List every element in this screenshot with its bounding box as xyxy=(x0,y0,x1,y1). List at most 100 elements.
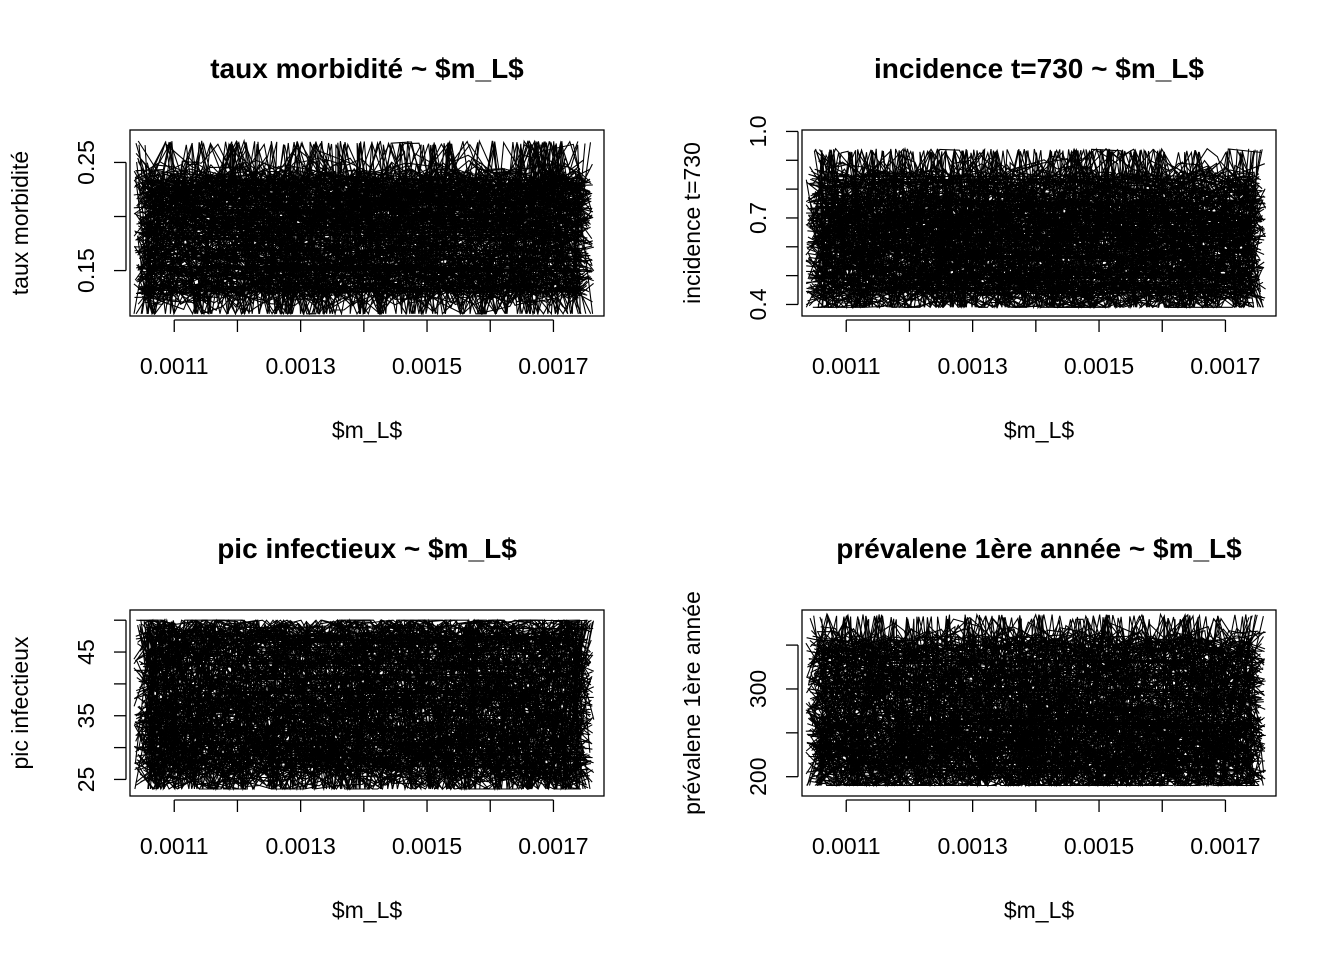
series-line xyxy=(939,273,1249,276)
x-axis-label: $m_L$ xyxy=(1004,897,1075,923)
series-line xyxy=(908,277,1226,280)
series-line xyxy=(808,149,1262,288)
series-line xyxy=(939,710,1173,712)
y-tick-label: 45 xyxy=(73,639,99,665)
series-line xyxy=(851,766,1172,769)
series-line xyxy=(209,222,546,225)
series-line xyxy=(140,649,579,702)
series-line xyxy=(940,719,1218,722)
series-line xyxy=(857,675,1203,679)
series-line xyxy=(816,148,1263,308)
series-line xyxy=(133,618,591,714)
series-line xyxy=(821,276,1201,280)
series-line xyxy=(135,657,589,745)
series-line xyxy=(822,615,1251,786)
chart-title: pic infectieux ~ $m_L$ xyxy=(217,533,517,564)
series-line xyxy=(924,672,1203,675)
chart-title: prévalene 1ère année ~ $m_L$ xyxy=(836,533,1242,564)
series-line xyxy=(222,216,561,219)
series-line xyxy=(817,768,1243,772)
series-line xyxy=(816,757,1259,787)
x-tick-label: 0.0017 xyxy=(518,833,588,859)
plot-frame xyxy=(129,609,605,797)
series-line xyxy=(825,234,1220,236)
series-line xyxy=(809,149,1257,258)
series-line xyxy=(252,744,582,748)
series-line xyxy=(255,676,507,680)
chart-panel-2: 0.0011 0.0013 0.0015 0.0017 0.4 0.7 1.0 inciden… xyxy=(679,53,1277,443)
series-line xyxy=(268,268,520,271)
series-lines xyxy=(133,138,595,315)
series-line xyxy=(255,641,565,644)
x-axis-label: $m_L$ xyxy=(332,417,403,443)
series-line xyxy=(854,178,1185,181)
series-line xyxy=(271,757,510,760)
series-line xyxy=(890,236,1246,240)
series-line xyxy=(138,746,587,791)
series-line xyxy=(183,662,522,665)
series-line xyxy=(815,204,1185,208)
series-line xyxy=(202,692,582,695)
y-tick-label: 0.4 xyxy=(745,288,771,320)
series-line xyxy=(137,620,583,757)
x-tick-label: 0.0013 xyxy=(265,353,335,379)
y-tick-label: 0.15 xyxy=(73,248,99,293)
series-line xyxy=(816,618,1265,786)
series-line xyxy=(199,758,520,762)
series-line xyxy=(134,143,580,314)
chart-panel-3: 0.0011 0.0013 0.0015 0.0017 25 35 45 pic infect… xyxy=(7,533,605,923)
series-line xyxy=(811,150,1256,308)
x-tick-label: 0.0011 xyxy=(140,353,209,379)
series-line xyxy=(141,622,581,791)
series-line xyxy=(877,200,1178,203)
series-line xyxy=(891,692,1194,696)
series-line xyxy=(147,728,499,731)
series-line xyxy=(880,213,1231,216)
series-line xyxy=(819,148,1259,308)
series-line xyxy=(222,634,545,638)
series-line xyxy=(813,730,1254,787)
series-line xyxy=(840,752,1175,755)
x-tick-label: 0.0017 xyxy=(518,353,588,379)
series-line xyxy=(817,616,1260,672)
series-line xyxy=(234,690,529,693)
series-line xyxy=(226,673,584,676)
series-line xyxy=(162,208,576,211)
series-line xyxy=(834,215,1193,218)
series-line xyxy=(173,215,533,219)
y-axis: 0.15 0.25 xyxy=(73,140,127,293)
series-line xyxy=(812,688,1254,718)
series-line xyxy=(807,614,1264,679)
series-line xyxy=(234,660,515,663)
series-line xyxy=(809,694,1263,788)
series-line xyxy=(817,615,1251,721)
series-line xyxy=(247,665,511,668)
series-line xyxy=(145,725,555,728)
series-line xyxy=(133,165,582,314)
series-line xyxy=(817,150,1254,303)
series-line xyxy=(133,622,583,790)
series-line xyxy=(150,283,582,315)
series-line xyxy=(810,148,1260,308)
series-line xyxy=(822,657,1251,742)
plot-frame xyxy=(129,129,605,317)
series-line xyxy=(898,257,1225,260)
series-line xyxy=(819,687,1230,691)
series-line xyxy=(904,255,1193,258)
series-line xyxy=(162,678,516,680)
series-line xyxy=(835,250,1250,253)
series-line xyxy=(890,758,1241,761)
series-line xyxy=(252,706,513,709)
y-tick-label: 25 xyxy=(73,767,99,793)
x-tick-label: 0.0011 xyxy=(812,833,881,859)
series-line xyxy=(220,209,517,212)
series-line xyxy=(147,655,595,695)
chart-title: incidence t=730 ~ $m_L$ xyxy=(874,53,1204,84)
series-line xyxy=(157,687,509,691)
series-line xyxy=(872,743,1219,746)
series-line xyxy=(868,286,1178,289)
series-line xyxy=(173,635,540,639)
series-line xyxy=(935,722,1254,724)
series-line xyxy=(906,283,1228,286)
series-line xyxy=(229,653,586,656)
